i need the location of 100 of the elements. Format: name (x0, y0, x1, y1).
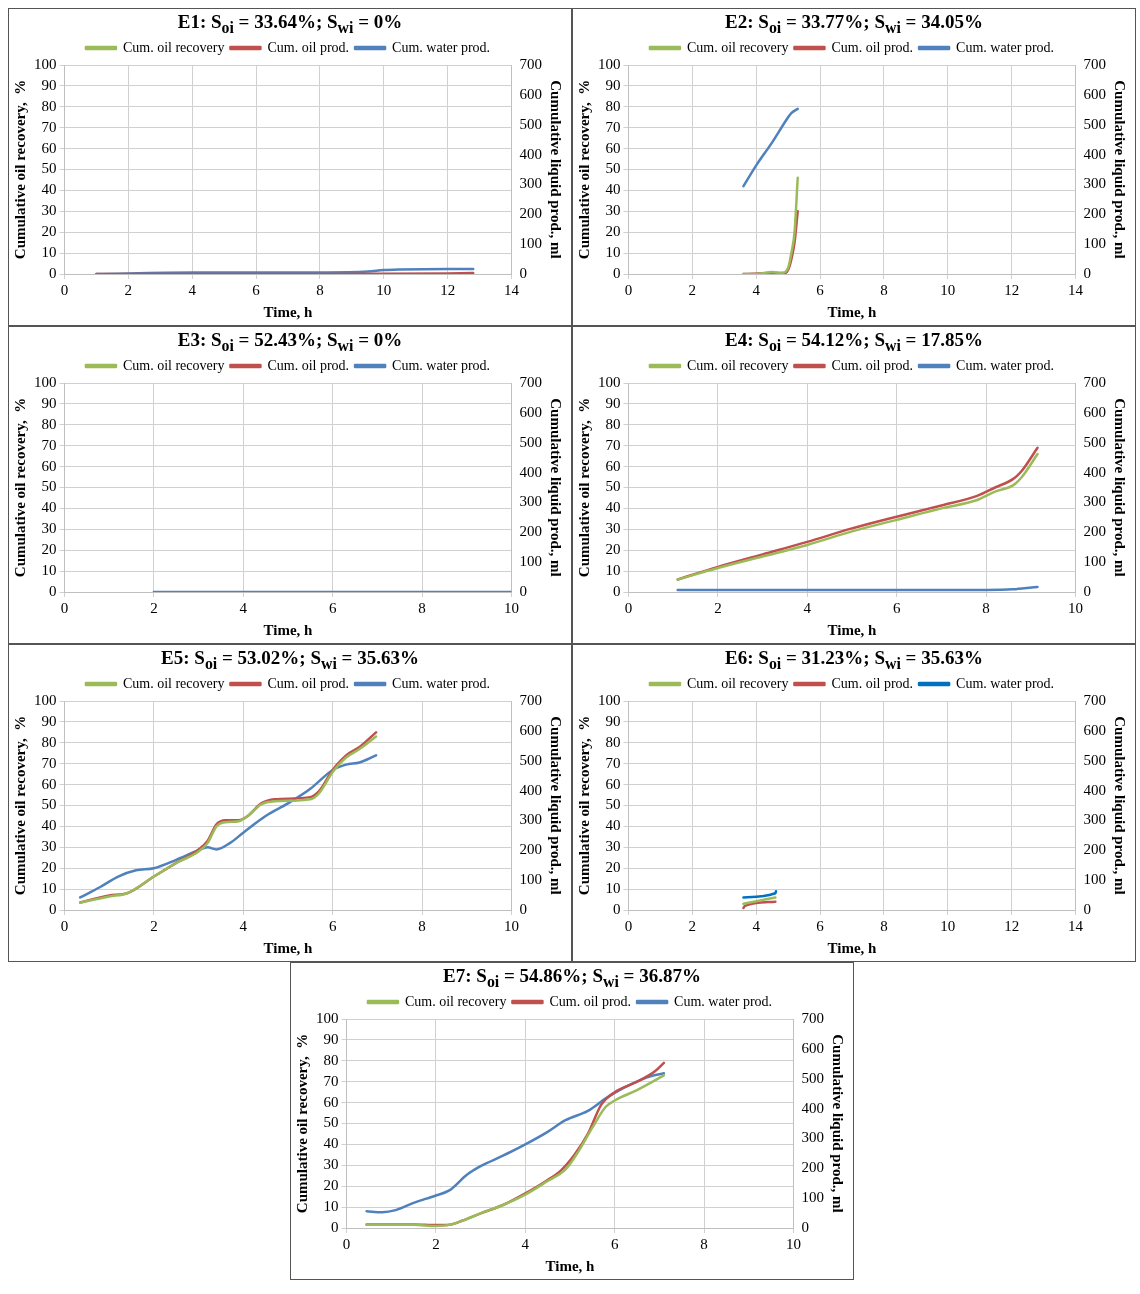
y2-tick-label: 700 (1083, 55, 1106, 72)
y-tick-label: 30 (41, 520, 57, 537)
legend-label: Cum. oil prod. (831, 675, 914, 691)
chart-title: E5: S$_{oi}$ = 53.02%; S$_{wi}$ = 35.63% (160, 646, 420, 672)
y2-tick-label: 700 (519, 373, 542, 390)
legend-label: Cum. oil prod. (267, 39, 350, 55)
y-tick-label: 0 (613, 582, 621, 599)
y2-tick-label: 300 (519, 811, 542, 828)
y-tick-label: 10 (605, 880, 621, 897)
x-tick-label: 14 (1068, 281, 1084, 298)
y2-tick-label: 0 (519, 900, 527, 917)
y2-tick-label: 200 (1083, 205, 1106, 222)
y-tick-label: 20 (41, 541, 57, 558)
x-axis-title: Time, h (263, 939, 314, 956)
y2-tick-label: 0 (801, 1218, 809, 1235)
x-tick-label: 4 (752, 281, 761, 298)
x-tick-label: 4 (239, 599, 248, 616)
y2-tick-label: 600 (519, 403, 542, 420)
legend-label: Cum. oil prod. (267, 675, 350, 691)
y2-tick-label: 500 (1083, 115, 1106, 132)
y-tick-label: 20 (605, 541, 621, 558)
y-tick-label: 0 (331, 1218, 339, 1235)
legend-label: Cum. water prod. (674, 993, 773, 1009)
y2-tick-label: 300 (1083, 811, 1106, 828)
y2-tick-label: 100 (1083, 553, 1106, 570)
y-tick-label: 50 (41, 796, 57, 813)
y-tick-label: 20 (41, 859, 57, 876)
y2-tick-label: 400 (519, 781, 542, 798)
y-tick-label: 90 (41, 394, 57, 411)
y-tick-label: 90 (605, 712, 621, 729)
y-tick-label: 50 (323, 1114, 339, 1131)
legend-label: Cum. oil recovery (122, 675, 225, 691)
y-tick-label: 90 (41, 712, 57, 729)
y2-tick-label: 0 (1083, 900, 1091, 917)
x-tick-label: 6 (328, 917, 337, 934)
y-axis-title: Cumulative oil recovery, % (11, 715, 28, 896)
y2-axis-title: Cumulative liquid prod., ml (830, 1034, 847, 1213)
y2-tick-label: 0 (1083, 264, 1091, 281)
legend-label: Cum. oil recovery (122, 39, 225, 55)
y-tick-label: 60 (41, 139, 57, 156)
y-tick-label: 30 (605, 202, 621, 219)
x-tick-label: 8 (880, 917, 888, 934)
legend-label: Cum. water prod. (956, 675, 1055, 691)
y-tick-label: 70 (605, 118, 621, 135)
x-tick-label: 8 (982, 599, 990, 616)
y-tick-label: 80 (605, 97, 621, 114)
y-tick-label: 10 (605, 244, 621, 261)
y-tick-label: 20 (605, 223, 621, 240)
y-tick-label: 50 (605, 160, 621, 177)
y2-tick-label: 400 (519, 145, 542, 162)
y2-tick-label: 300 (519, 175, 542, 192)
x-axis-title: Time, h (263, 621, 314, 638)
y2-tick-label: 300 (801, 1129, 824, 1146)
y-tick-label: 100 (598, 691, 621, 708)
y-tick-label: 10 (41, 244, 57, 261)
y-tick-label: 20 (41, 223, 57, 240)
y2-tick-label: 500 (801, 1069, 824, 1086)
x-tick-label: 8 (880, 281, 888, 298)
y2-tick-label: 600 (519, 721, 542, 738)
y2-tick-label: 700 (801, 1009, 824, 1026)
legend-label: Cum. water prod. (392, 39, 491, 55)
y2-tick-label: 100 (519, 553, 542, 570)
x-tick-label: 6 (328, 599, 337, 616)
y-tick-label: 60 (605, 139, 621, 156)
y-tick-label: 100 (34, 691, 57, 708)
y2-tick-label: 700 (519, 55, 542, 72)
y2-tick-label: 300 (519, 493, 542, 510)
y2-axis-title: Cumulative liquid prod., ml (548, 398, 565, 577)
y-axis-title: Cumulative oil recovery, % (11, 397, 28, 578)
x-tick-label: 2 (150, 599, 158, 616)
y-axis-title: Cumulative oil recovery, % (575, 397, 592, 578)
legend-label: Cum. oil recovery (686, 39, 789, 55)
y2-tick-label: 500 (519, 115, 542, 132)
y-tick-label: 40 (605, 817, 621, 834)
y2-tick-label: 100 (1083, 235, 1106, 252)
y-tick-label: 80 (323, 1051, 339, 1068)
y-tick-label: 30 (605, 520, 621, 537)
x-tick-label: 2 (714, 599, 722, 616)
y2-tick-label: 700 (1083, 373, 1106, 390)
x-tick-label: 0 (60, 599, 69, 616)
y-tick-label: 40 (41, 817, 57, 834)
x-axis-title: Time, h (263, 303, 314, 320)
y-tick-label: 50 (605, 796, 621, 813)
y2-tick-label: 0 (519, 582, 527, 599)
y-tick-label: 70 (605, 436, 621, 453)
chart-title: E4: S$_{oi}$ = 54.12%; S$_{wi}$ = 17.85% (724, 328, 984, 354)
y-tick-label: 70 (41, 118, 57, 135)
y-tick-label: 40 (605, 181, 621, 198)
chart-title: E6: S$_{oi}$ = 31.23%; S$_{wi}$ = 35.63% (724, 646, 984, 672)
y-tick-label: 70 (605, 754, 621, 771)
y-tick-label: 100 (34, 373, 57, 390)
y2-tick-label: 0 (1083, 582, 1091, 599)
y-tick-label: 60 (605, 775, 621, 792)
y-tick-label: 60 (605, 457, 621, 474)
chart-title: E7: S$_{oi}$ = 54.86%; S$_{wi}$ = 36.87% (442, 964, 702, 990)
y-tick-label: 100 (598, 55, 621, 72)
x-axis-title: Time, h (827, 621, 878, 638)
y-tick-label: 0 (49, 582, 57, 599)
y2-tick-label: 100 (801, 1189, 824, 1206)
legend-label: Cum. oil prod. (549, 993, 632, 1009)
